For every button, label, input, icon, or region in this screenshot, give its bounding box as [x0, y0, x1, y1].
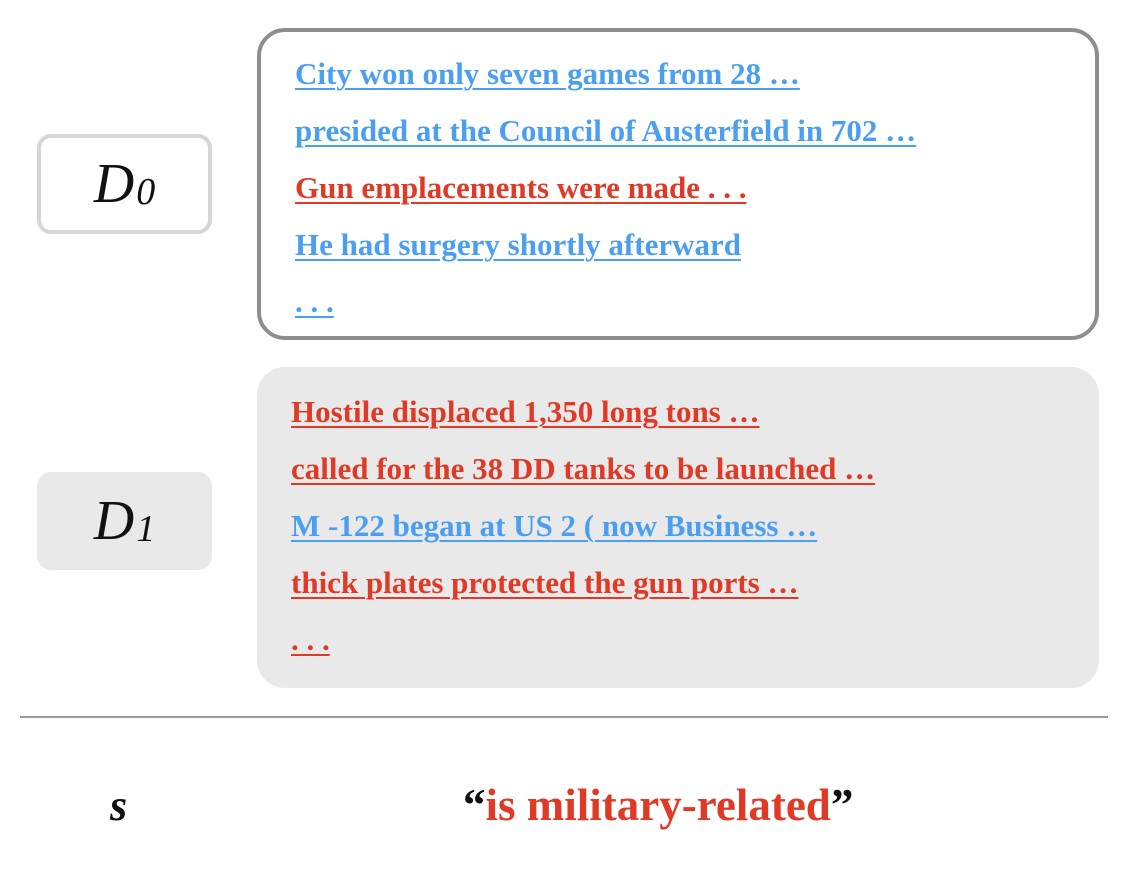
d1-sample-3: M -122 began at US 2 ( now Business … [291, 508, 818, 543]
d0-sample-2: presided at the Council of Austerfield i… [295, 113, 917, 148]
description-symbol: s [110, 781, 128, 830]
description-text: “is military-related” [463, 779, 853, 831]
d0-sample-3: Gun emplacements were made . . . [295, 170, 747, 205]
d1-sample-1: Hostile displaced 1,350 long tons … [291, 394, 760, 429]
d0-label-subscript: 0 [136, 171, 156, 213]
d0-sample-1: City won only seven games from 28 … [295, 56, 800, 91]
open-quote: “ [463, 780, 486, 830]
description-phrase: is military-related [485, 780, 831, 830]
d0-sample-4: He had surgery shortly afterward [295, 227, 741, 262]
d0-sample-ellipsis: . . . [295, 284, 334, 319]
d0-sample-box: City won only seven games from 28 … pres… [257, 28, 1099, 340]
d1-sample-4: thick plates protected the gun ports … [291, 565, 799, 600]
d1-label-letter: D [93, 490, 135, 552]
d1-sample-2: called for the 38 DD tanks to be launche… [291, 451, 876, 486]
d1-sample-box: Hostile displaced 1,350 long tons … call… [257, 367, 1099, 688]
close-quote: ” [830, 780, 854, 830]
section-divider [20, 716, 1108, 718]
d1-sample-ellipsis: . . . [291, 622, 330, 657]
d1-label-subscript: 1 [136, 508, 156, 550]
d0-label-letter: D [93, 153, 135, 215]
